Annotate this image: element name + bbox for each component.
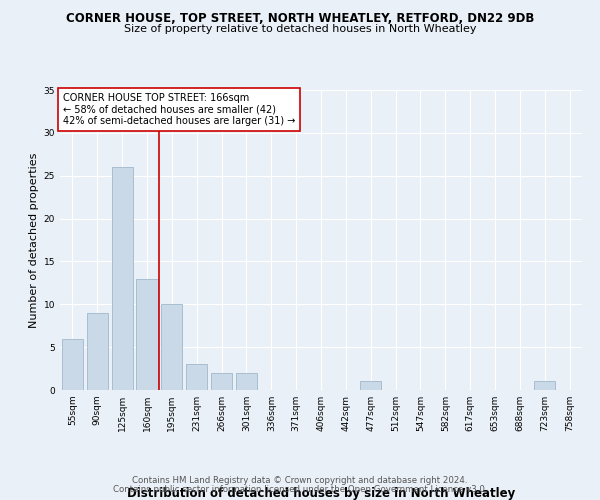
Text: CORNER HOUSE TOP STREET: 166sqm
← 58% of detached houses are smaller (42)
42% of: CORNER HOUSE TOP STREET: 166sqm ← 58% of… <box>62 93 295 126</box>
Bar <box>186 364 207 390</box>
Bar <box>534 382 555 390</box>
Bar <box>360 382 381 390</box>
Bar <box>136 278 158 390</box>
X-axis label: Distribution of detached houses by size in North Wheatley: Distribution of detached houses by size … <box>127 487 515 500</box>
Bar <box>236 373 257 390</box>
Bar <box>62 338 83 390</box>
Text: Contains HM Land Registry data © Crown copyright and database right 2024.: Contains HM Land Registry data © Crown c… <box>132 476 468 485</box>
Text: Contains public sector information licensed under the Open Government Licence v3: Contains public sector information licen… <box>113 485 487 494</box>
Bar <box>211 373 232 390</box>
Bar <box>87 313 108 390</box>
Text: CORNER HOUSE, TOP STREET, NORTH WHEATLEY, RETFORD, DN22 9DB: CORNER HOUSE, TOP STREET, NORTH WHEATLEY… <box>66 12 534 26</box>
Bar <box>112 167 133 390</box>
Y-axis label: Number of detached properties: Number of detached properties <box>29 152 40 328</box>
Bar <box>161 304 182 390</box>
Text: Size of property relative to detached houses in North Wheatley: Size of property relative to detached ho… <box>124 24 476 34</box>
